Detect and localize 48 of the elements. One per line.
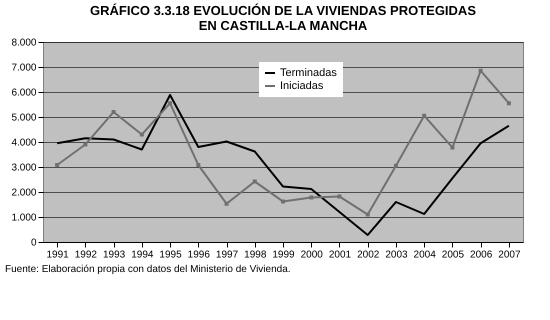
x-tick-label: 2000 [300,250,324,260]
x-tick-label: 1992 [74,250,98,260]
x-tick-label: 1999 [272,250,296,260]
x-tick-label: 2007 [498,250,521,260]
point [168,101,172,106]
point [506,101,511,106]
point [478,68,483,73]
x-tick-label: 2005 [442,250,464,260]
point [309,196,314,200]
x-tick-label: 2003 [385,250,408,260]
y-tick-label: 6.000 [11,88,37,98]
y-tick-label: 7.000 [11,62,37,74]
x-tick-label: 2002 [357,250,380,260]
point [196,163,200,167]
x-tick-label: 1994 [131,250,154,260]
y-tick-label: 2.000 [11,188,37,198]
x-tick-label: 1998 [244,250,267,260]
source-note: Fuente: Elaboración propia con datos del Ministerio de Vivienda. [5,264,291,275]
point [55,163,60,167]
x-tick-label: 2006 [470,250,493,260]
x-tick-label: 1991 [46,250,70,260]
point [224,202,229,206]
chart-title: GRÁFICO 3.3.18 EVOLUCIÓN DE LA VIVIENDAS PROTEGIDAS EN CASTILLA-LA MANCHA [90,3,476,33]
y-tick-label: 8.000 [11,38,37,48]
point [252,180,257,184]
legend-label: Iniciadas [280,80,324,92]
y-tick-label: 3.000 [11,162,37,174]
x-tick-label: 1997 [216,250,239,260]
x-tick-label: 1993 [102,250,126,260]
point [140,132,144,136]
y-tick-label: 4.000 [11,138,37,148]
point [394,164,398,168]
x-tick-label: 1996 [188,250,210,260]
y-tick-label: 1.000 [11,212,37,224]
line-series [56,94,510,236]
y-tick-label: 5.000 [11,112,37,124]
point [422,114,426,118]
y-tick-label: 0 [30,238,37,248]
x-tick-label: 1995 [159,250,182,260]
point [450,146,454,150]
point [112,110,116,114]
x-tick-label: 2001 [328,250,352,260]
point [366,212,370,216]
point [337,194,342,198]
x-tick-label: 2004 [414,250,436,260]
legend-label: Terminadas [280,67,338,79]
point [83,142,88,146]
point [281,200,285,204]
